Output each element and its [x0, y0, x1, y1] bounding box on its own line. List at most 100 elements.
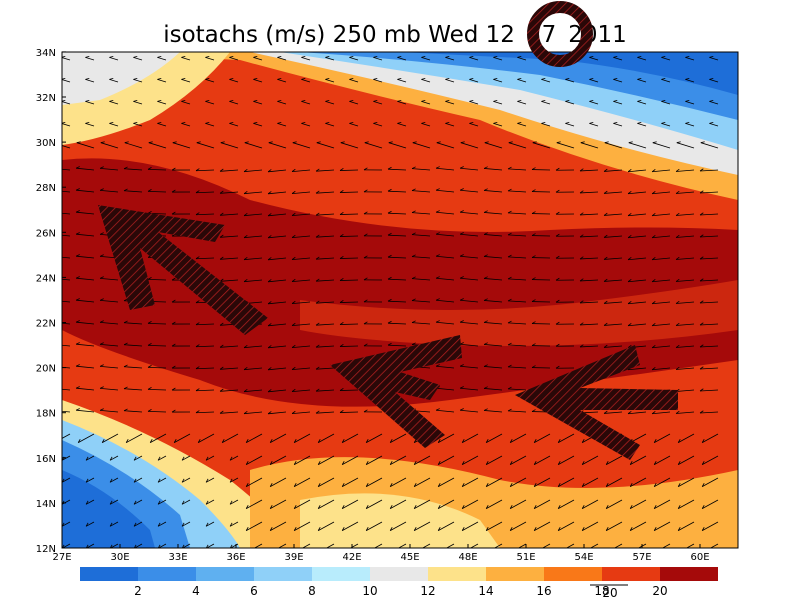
wind-vector — [124, 410, 143, 413]
wind-vector-head — [219, 322, 224, 326]
wind-vector-head — [555, 233, 560, 237]
wind-vector — [195, 169, 215, 172]
wind-vector-head — [363, 255, 368, 259]
wind-vector-head — [173, 438, 177, 443]
wind-vector-head — [651, 323, 656, 327]
wind-vector — [606, 455, 623, 465]
wind-vector — [124, 322, 143, 325]
wind-vector-head — [486, 549, 488, 552]
wind-vector — [654, 455, 671, 465]
wind-vector — [702, 455, 719, 465]
wind-vector — [582, 499, 599, 509]
wind-vector — [676, 142, 695, 149]
wind-vector — [339, 323, 359, 325]
wind-vector-head — [556, 141, 561, 144]
wind-vector — [294, 455, 311, 465]
wind-vector-head — [459, 298, 464, 301]
wind-vector — [436, 142, 455, 149]
wind-vector — [316, 323, 335, 326]
lat-label: 16N — [36, 454, 56, 465]
title: isotachs (m/s) 250 mb Wed 12 27 2011 — [163, 22, 627, 48]
wind-vector-head — [157, 121, 162, 124]
wind-vector — [195, 323, 215, 326]
wind-vector-head — [459, 188, 464, 191]
lat-label: 12N — [36, 544, 56, 555]
wind-vector-head — [699, 322, 704, 326]
wind-vector-head — [205, 500, 209, 505]
wind-vector-head — [531, 365, 536, 368]
lon-label: 42E — [342, 552, 361, 563]
wind-vector-head — [605, 482, 609, 487]
wind-vector — [637, 56, 647, 61]
wind-vector-head — [363, 233, 368, 237]
wind-vector-head — [675, 300, 680, 304]
wind-vector-head — [270, 549, 272, 552]
wind-vector-head — [483, 166, 488, 169]
wind-vector — [613, 543, 623, 548]
wind-vector — [654, 477, 671, 487]
wind-vector — [268, 301, 287, 305]
wind-vector — [541, 543, 551, 548]
wind-vector-head — [219, 366, 224, 370]
wind-vector — [700, 323, 719, 326]
wind-vector-head — [469, 99, 474, 102]
wind-vector — [268, 367, 287, 371]
wind-vector — [460, 277, 479, 281]
wind-vector-head — [315, 234, 320, 238]
wind-vector — [484, 278, 503, 281]
wind-vector — [244, 411, 263, 415]
annotation-arrow — [515, 345, 678, 460]
wind-vector — [76, 343, 95, 347]
wind-vector-head — [157, 500, 161, 505]
wind-vector — [541, 78, 551, 83]
wind-vector — [244, 345, 263, 349]
wind-vector — [493, 543, 503, 548]
wind-vector-head — [411, 232, 416, 235]
wind-vector — [484, 410, 503, 413]
wind-vector — [109, 499, 119, 505]
wind-vector — [493, 78, 503, 83]
wind-vector — [421, 122, 431, 127]
wind-vector-head — [483, 320, 488, 323]
wind-vector — [390, 455, 407, 465]
wind-vector-head — [195, 168, 200, 172]
latitude-labels: 12N 14N 16N 18N 20N 22N 24N 26N 28N 30N 32N 34N — [36, 48, 66, 555]
wind-vector — [62, 123, 71, 127]
wind-vector — [292, 323, 311, 327]
wind-vector-head — [493, 77, 498, 80]
wind-vector-head — [699, 234, 704, 238]
wind-vector-head — [603, 344, 608, 348]
wind-vector-head — [483, 298, 488, 301]
wind-vector-head — [243, 212, 248, 217]
lat-label: 26N — [36, 228, 56, 239]
wind-vector — [388, 344, 407, 347]
annotation-arrow — [98, 205, 268, 335]
wind-vector — [244, 389, 263, 393]
wind-vector-head — [459, 166, 464, 169]
wind-vector — [484, 256, 503, 259]
wind-vector-head — [411, 188, 416, 191]
wind-vector — [253, 56, 263, 61]
wind-vector — [388, 212, 407, 215]
colorbar-label: 12 — [420, 584, 435, 598]
wind-vector-head — [339, 322, 344, 325]
wind-vector-head — [435, 364, 440, 367]
wind-vector — [229, 499, 239, 505]
wind-vector — [486, 455, 503, 465]
wind-vector — [109, 56, 119, 61]
wind-vector-head — [318, 549, 320, 552]
wind-vector-head — [364, 141, 369, 144]
wind-vector-head — [292, 141, 297, 144]
wind-vector — [246, 433, 263, 443]
wind-vector-head — [603, 300, 608, 304]
wind-vector — [628, 191, 647, 195]
wind-vector-head — [339, 388, 344, 391]
wind-vector — [508, 300, 527, 303]
wind-vector-head — [85, 121, 90, 124]
wind-vector — [637, 122, 647, 127]
wind-vector-head — [123, 386, 128, 390]
wind-vector-head — [315, 278, 320, 282]
wind-vector — [630, 477, 647, 487]
